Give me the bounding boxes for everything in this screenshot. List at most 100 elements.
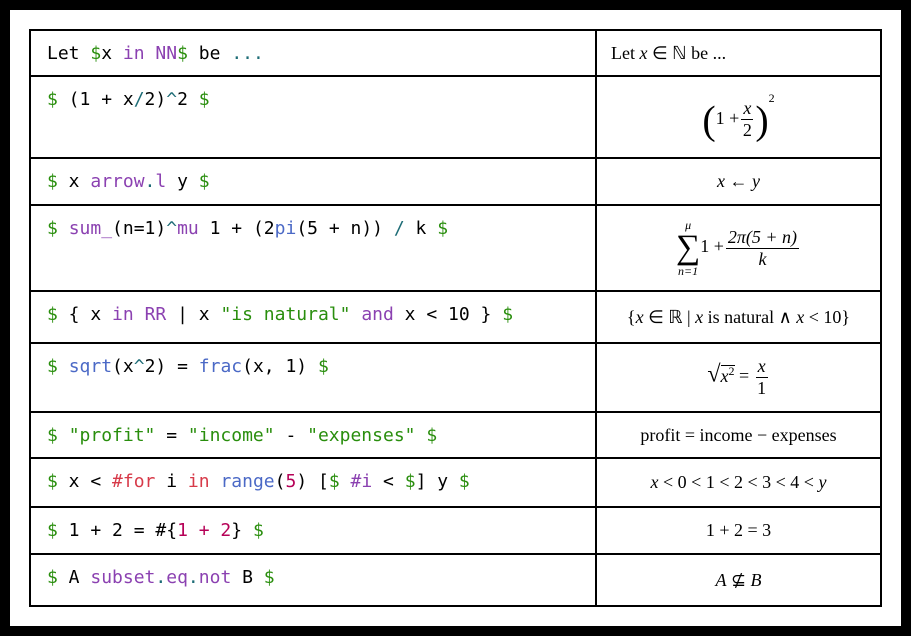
code-token: sum_ — [68, 218, 113, 239]
code-token: 2) — [144, 89, 167, 110]
code-token: k — [404, 218, 438, 239]
math-cell: (1 + x 2)2 — [595, 75, 882, 159]
row: $ 1 + 2 = #{1 + 2} $ 1 + 2 = 3 — [29, 506, 882, 555]
math-op: ⊈ — [730, 569, 747, 590]
code-token: x < — [57, 471, 113, 492]
code-token: $ — [47, 171, 58, 192]
code-token: $ — [47, 89, 58, 110]
math-var: x — [639, 42, 648, 63]
math-text: ∈ ℕ be ... — [652, 42, 727, 63]
code-token: in — [122, 42, 145, 64]
code-token: "expenses" — [307, 425, 416, 446]
row: $ A subset.eq.not B $ A ⊈ B — [29, 553, 882, 607]
math-text: 1 + 2 = 3 — [705, 520, 772, 540]
code-cell: Let $x in NN$ be ... — [29, 29, 597, 77]
lower-limit: n=1 — [678, 264, 699, 278]
math-cell: profit = income − expenses — [595, 411, 882, 459]
code-cell: $ x < #for i in range(5) [$ #i < $] y $ — [29, 457, 597, 508]
code-token: "is natural" — [220, 304, 351, 325]
math-cell: 1 + 2 = 3 — [595, 506, 882, 555]
math-text: 1 + — [715, 107, 740, 128]
math-var: x — [796, 306, 805, 327]
math-text: 1 + — [700, 236, 724, 257]
code-token: subset — [90, 567, 156, 588]
math-var: x — [695, 306, 704, 327]
exponent: 2 — [728, 363, 735, 378]
code-token: 1 + (2 — [198, 218, 275, 239]
sum: μ ∑ n=1 — [676, 219, 700, 277]
code-token: in — [112, 304, 134, 325]
code-token: in — [187, 471, 210, 492]
math-var: x — [635, 306, 644, 327]
numerator: x — [741, 98, 754, 121]
code-token — [58, 356, 69, 377]
code-token: $ — [47, 425, 58, 446]
code-token: Let — [47, 42, 91, 64]
row: $ x < #for i in range(5) [$ #i < $] y $ … — [29, 457, 882, 508]
code-token: 5 — [285, 471, 297, 492]
code-token: x — [101, 42, 123, 64]
code-token: $ — [47, 356, 58, 377]
code-token: $ — [252, 520, 264, 541]
row: $ (1 + x/2)^2 $ (1 + x 2)2 — [29, 75, 882, 159]
math-var: y — [818, 472, 827, 492]
table: Let $x in NN$ be ... Let x ∈ ℕ be ... $ … — [29, 29, 882, 607]
denominator: 2 — [742, 120, 752, 141]
code-token: ) [ — [296, 471, 329, 492]
math-cell: μ ∑ n=1 1 +2π(5 + n) k — [595, 204, 882, 292]
code-token: $ — [47, 218, 58, 239]
code-token: x — [57, 171, 91, 192]
code-token: } — [231, 520, 253, 541]
code-token: ... — [231, 42, 264, 64]
code-token: x < 10 } — [393, 304, 503, 325]
math-var: x — [717, 171, 725, 191]
code-token: $ — [263, 567, 275, 588]
math-var: x — [650, 472, 659, 492]
math-text: < 10} — [808, 306, 851, 327]
code-token: . — [144, 171, 156, 192]
row: $ x arrow.l y $ x ← y — [29, 157, 882, 206]
code-token: (1 + x — [57, 89, 134, 110]
code-token: $ — [458, 471, 470, 492]
code-token: - — [274, 425, 308, 446]
code-token: $ — [47, 520, 58, 541]
code-token: l — [155, 171, 167, 192]
code-token — [210, 471, 221, 492]
code-token — [134, 304, 145, 325]
numerator: x — [755, 356, 768, 378]
math-cell: {x ∈ ℝ | x is natural ∧ x < 10} — [595, 290, 882, 344]
fraction: 2π(5 + n) k — [725, 226, 800, 270]
code-token: $ — [177, 42, 188, 64]
code-token — [416, 425, 427, 446]
math-text: { — [626, 306, 636, 327]
code-token: be — [187, 42, 232, 64]
code-token: ] y — [415, 471, 459, 492]
code-token: arrow — [90, 171, 145, 192]
math-cell: Let x ∈ ℕ be ... — [595, 29, 882, 77]
numerator: 2π(5 + n) — [725, 226, 800, 249]
code-cell: $ sqrt(x^2) = frac(x, 1) $ — [29, 342, 597, 413]
code-token — [58, 425, 69, 446]
code-token: 2 — [177, 89, 199, 110]
code-token — [58, 218, 69, 239]
row: $ sum_(n=1)^mu 1 + (2pi(5 + n)) / k $ μ ∑… — [29, 204, 882, 292]
sum-sign: ∑ — [675, 229, 701, 266]
code-token: $ — [198, 171, 210, 192]
code-token: A — [57, 567, 91, 588]
code-token — [350, 304, 361, 325]
radical: √ — [707, 361, 721, 388]
code-token: $ — [47, 304, 58, 325]
code-token: . — [187, 567, 199, 588]
math-cell: x < 0 < 1 < 2 < 3 < 4 < y — [595, 457, 882, 508]
code-token: frac — [198, 356, 243, 377]
code-token: pi — [274, 218, 297, 239]
code-token: sqrt — [68, 356, 113, 377]
row: $ "profit" = "income" - "expenses" $ pro… — [29, 411, 882, 459]
code-token: (n=1) — [112, 218, 167, 239]
code-token: . — [155, 567, 167, 588]
paren: ) — [755, 97, 769, 143]
